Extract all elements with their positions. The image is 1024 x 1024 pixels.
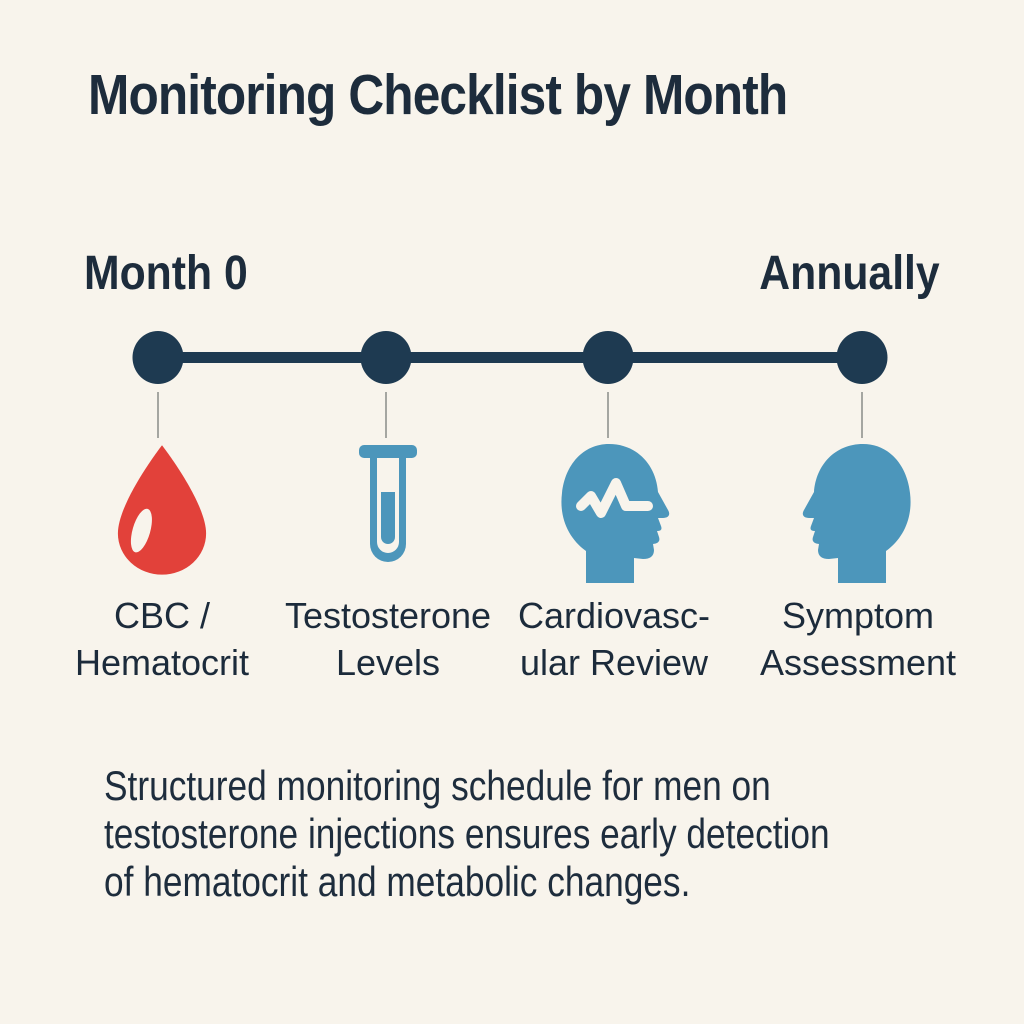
checkpoint-cardiovascular: Cardiovasc- ular Review	[494, 440, 734, 686]
timeline-line	[158, 352, 862, 363]
timeline-dot-2	[360, 331, 412, 384]
checkpoint-label: Cardiovasc-	[517, 595, 711, 636]
connector-line	[607, 392, 609, 438]
checkpoint-cbc-hematocrit: CBC / Hematocrit	[42, 440, 282, 686]
timeline-start-label: Month 0	[84, 247, 248, 300]
head-pulse-icon	[555, 440, 673, 592]
checkpoint-label: ular Review	[519, 642, 709, 683]
timeline-dot-3	[582, 331, 634, 384]
timeline-end-label: Annually	[759, 247, 940, 300]
footer-line: testosterone injections ensures early de…	[104, 810, 830, 857]
footer-line: Structured monitoring schedule for men o…	[104, 762, 771, 809]
checkpoint-label: Assessment	[759, 642, 957, 683]
connector-line	[157, 392, 159, 438]
checkpoint-label: Symptom	[781, 595, 935, 636]
head-profile-icon	[799, 440, 917, 592]
checkpoint-label: Hematocrit	[74, 642, 250, 683]
blood-drop-icon	[113, 440, 211, 592]
checkpoint-label: Levels	[335, 642, 441, 683]
checkpoint-label: Testosterone	[284, 595, 492, 636]
footer-caption: Structured monitoring schedule for men o…	[104, 762, 830, 906]
timeline-dot-month0	[132, 331, 184, 384]
connector-line	[385, 392, 387, 438]
checkpoint-testosterone: Testosterone Levels	[268, 440, 508, 686]
footer-line: of hematocrit and metabolic changes.	[104, 858, 691, 905]
timeline-dot-annually	[836, 331, 888, 384]
checkpoint-label: CBC /	[113, 595, 210, 636]
test-tube-icon	[358, 440, 418, 592]
page-title: Monitoring Checklist by Month	[88, 63, 788, 127]
checkpoint-symptom-assessment: Symptom Assessment	[738, 440, 978, 686]
connector-line	[861, 392, 863, 438]
